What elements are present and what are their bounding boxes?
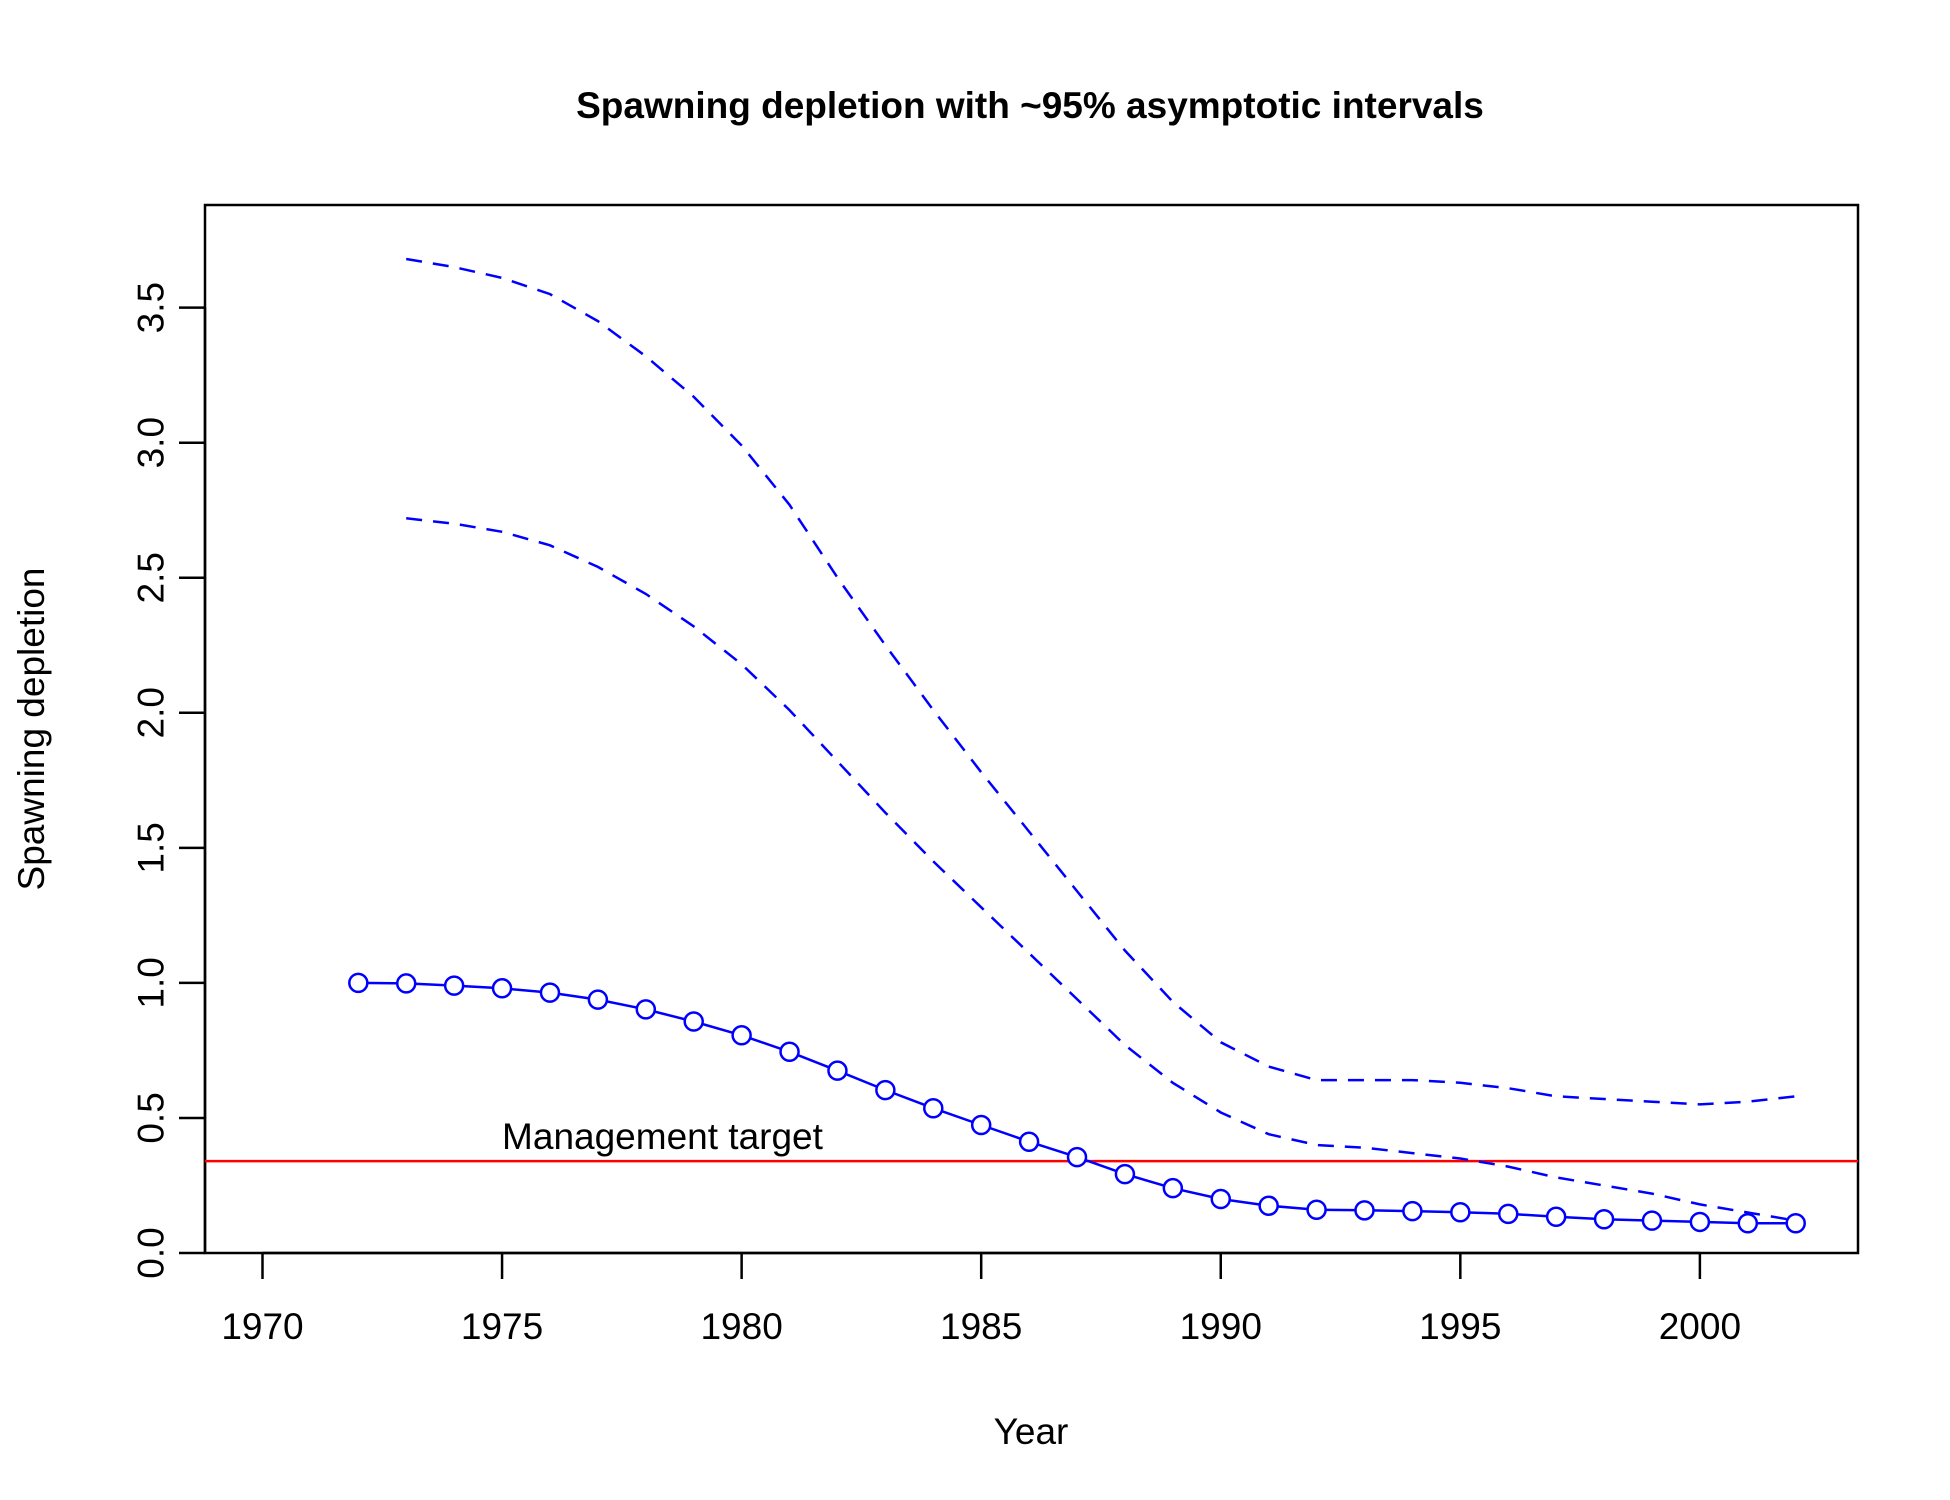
data-point <box>1114 1163 1136 1185</box>
data-point <box>779 1041 800 1063</box>
series-layer <box>348 257 1806 1234</box>
estimate-line <box>358 981 1796 1225</box>
data-point <box>1258 1195 1279 1216</box>
data-point <box>1689 1211 1711 1233</box>
y-axis: 0.0 0.5 1.0 1.5 2.0 2.5 3.0 3.5 <box>131 282 207 1279</box>
y-tick-label: 2.0 <box>131 687 172 738</box>
x-tick-label: 1975 <box>461 1306 543 1347</box>
data-point <box>875 1079 896 1101</box>
management-target-layer: Management target <box>205 1116 1858 1163</box>
x-tick-label: 2000 <box>1659 1306 1741 1347</box>
x-tick-label: 1980 <box>700 1306 782 1347</box>
data-point <box>587 989 609 1010</box>
x-tick-label: 1995 <box>1419 1306 1501 1347</box>
data-point <box>395 973 417 994</box>
y-tick-label: 0.0 <box>131 1227 172 1278</box>
data-point <box>731 1025 752 1046</box>
lower-interval-line <box>406 517 1796 1222</box>
data-point <box>1162 1177 1184 1199</box>
data-point <box>1402 1200 1423 1222</box>
upper-interval-line <box>405 257 1796 1106</box>
data-point <box>970 1114 992 1136</box>
data-point <box>1497 1203 1519 1225</box>
data-point <box>1593 1208 1615 1230</box>
y-tick-label: 1.5 <box>131 822 172 873</box>
y-tick-label: 2.5 <box>131 552 172 603</box>
data-point <box>1018 1131 1040 1152</box>
data-point <box>827 1060 848 1081</box>
y-axis-label: Spawning depletion <box>11 568 52 891</box>
chart-title: Spawning depletion with ~95% asymptotic … <box>576 85 1484 126</box>
x-tick-label: 1990 <box>1180 1306 1262 1347</box>
data-point <box>1450 1201 1471 1223</box>
data-point <box>1785 1213 1806 1234</box>
data-point <box>1354 1200 1375 1221</box>
plot-frame <box>203 203 1860 1255</box>
data-point <box>635 999 657 1020</box>
management-target-label: Management target <box>502 1116 824 1157</box>
x-axis: 1970 1975 1980 1985 1990 1995 2000 <box>221 1251 1741 1347</box>
data-point <box>683 1011 704 1032</box>
data-point <box>491 978 513 999</box>
x-tick-label: 1985 <box>940 1306 1022 1347</box>
data-point <box>1066 1146 1088 1168</box>
x-axis-label: Year <box>994 1411 1069 1452</box>
data-point <box>1641 1210 1663 1231</box>
y-tick-label: 0.5 <box>131 1092 172 1143</box>
data-point <box>1306 1199 1327 1221</box>
data-point <box>539 982 561 1003</box>
data-point <box>923 1097 944 1119</box>
data-point <box>1545 1206 1567 1228</box>
data-point <box>1737 1213 1759 1234</box>
x-tick-label: 1970 <box>221 1306 303 1347</box>
data-point <box>1210 1188 1232 1210</box>
y-tick-label: 3.5 <box>131 282 172 333</box>
y-tick-label: 1.0 <box>131 957 172 1008</box>
data-point <box>348 972 369 994</box>
y-tick-label: 3.0 <box>131 417 172 468</box>
data-point <box>443 975 465 996</box>
